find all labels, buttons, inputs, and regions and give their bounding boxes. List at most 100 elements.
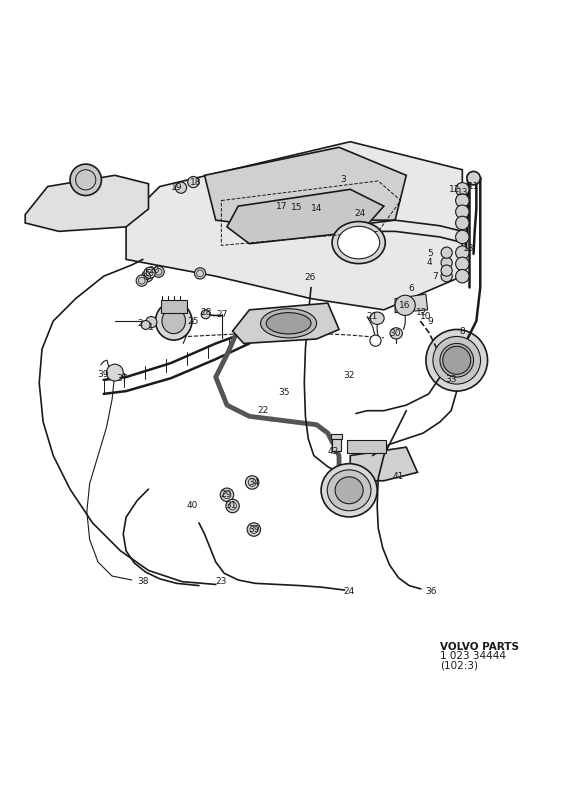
Circle shape bbox=[456, 269, 469, 283]
Circle shape bbox=[246, 475, 259, 489]
Circle shape bbox=[153, 266, 164, 277]
Text: 42: 42 bbox=[328, 447, 339, 455]
Text: 26: 26 bbox=[304, 272, 316, 282]
Text: 10: 10 bbox=[419, 312, 431, 321]
Ellipse shape bbox=[327, 470, 371, 511]
Ellipse shape bbox=[260, 308, 316, 338]
Text: 4: 4 bbox=[427, 258, 432, 267]
Ellipse shape bbox=[426, 329, 487, 391]
Text: 35: 35 bbox=[278, 388, 290, 397]
Circle shape bbox=[456, 257, 469, 271]
Text: 6: 6 bbox=[408, 284, 414, 293]
Bar bbox=[332, 437, 341, 451]
Text: 27: 27 bbox=[217, 310, 228, 319]
Text: 17: 17 bbox=[276, 201, 288, 211]
Ellipse shape bbox=[266, 312, 311, 334]
Circle shape bbox=[142, 271, 153, 282]
Polygon shape bbox=[233, 303, 339, 344]
Circle shape bbox=[141, 320, 150, 329]
Text: 41: 41 bbox=[392, 472, 404, 481]
Text: 30: 30 bbox=[389, 329, 401, 338]
Ellipse shape bbox=[332, 221, 385, 264]
Text: 39: 39 bbox=[97, 370, 108, 379]
Circle shape bbox=[456, 230, 469, 244]
Text: 13: 13 bbox=[464, 244, 475, 252]
Circle shape bbox=[456, 205, 469, 218]
Text: 31: 31 bbox=[226, 502, 237, 511]
Text: 14: 14 bbox=[311, 205, 322, 213]
Polygon shape bbox=[395, 294, 427, 312]
Circle shape bbox=[145, 316, 157, 328]
Circle shape bbox=[370, 335, 381, 346]
Text: 19: 19 bbox=[171, 183, 182, 192]
Text: 21: 21 bbox=[366, 312, 377, 321]
Circle shape bbox=[456, 183, 469, 196]
Polygon shape bbox=[25, 175, 148, 232]
Text: 3: 3 bbox=[341, 175, 346, 185]
Ellipse shape bbox=[321, 463, 377, 517]
Text: 1 023 34444: 1 023 34444 bbox=[440, 651, 506, 662]
Text: 12: 12 bbox=[449, 185, 460, 194]
Polygon shape bbox=[126, 141, 462, 310]
Circle shape bbox=[188, 177, 199, 188]
Ellipse shape bbox=[162, 308, 186, 334]
Text: 18: 18 bbox=[190, 177, 202, 186]
Circle shape bbox=[441, 247, 452, 258]
Circle shape bbox=[106, 364, 123, 381]
Text: 20: 20 bbox=[148, 266, 160, 275]
Text: 29: 29 bbox=[220, 491, 231, 499]
Text: 2: 2 bbox=[138, 320, 143, 328]
Text: 40: 40 bbox=[187, 502, 198, 511]
Text: 25: 25 bbox=[188, 316, 199, 325]
Circle shape bbox=[456, 217, 469, 229]
Text: 33: 33 bbox=[445, 376, 457, 384]
Circle shape bbox=[70, 164, 101, 196]
Text: VOLVO PARTS: VOLVO PARTS bbox=[440, 642, 519, 652]
Text: 38: 38 bbox=[137, 577, 149, 586]
Polygon shape bbox=[350, 447, 418, 481]
Circle shape bbox=[136, 275, 147, 286]
Bar bbox=[161, 300, 187, 312]
Text: 15: 15 bbox=[291, 203, 303, 213]
Ellipse shape bbox=[440, 344, 474, 377]
Text: 5: 5 bbox=[427, 249, 433, 258]
Text: 37: 37 bbox=[116, 374, 127, 383]
Text: 22: 22 bbox=[258, 406, 269, 415]
Text: 5: 5 bbox=[144, 269, 150, 278]
Ellipse shape bbox=[390, 328, 402, 339]
Circle shape bbox=[441, 265, 452, 276]
Circle shape bbox=[456, 194, 469, 207]
Ellipse shape bbox=[335, 477, 363, 503]
Circle shape bbox=[467, 172, 481, 185]
Circle shape bbox=[247, 523, 260, 536]
Text: 12: 12 bbox=[417, 308, 428, 317]
Text: 16: 16 bbox=[400, 301, 411, 310]
Polygon shape bbox=[204, 147, 406, 232]
Bar bbox=[331, 434, 342, 439]
Circle shape bbox=[441, 271, 452, 282]
Text: 34: 34 bbox=[248, 478, 260, 487]
Circle shape bbox=[195, 268, 205, 279]
Text: 8: 8 bbox=[460, 327, 465, 336]
Ellipse shape bbox=[370, 312, 384, 324]
Text: 36: 36 bbox=[426, 586, 438, 596]
Text: 39: 39 bbox=[248, 525, 260, 534]
Ellipse shape bbox=[433, 336, 481, 384]
Text: 9: 9 bbox=[427, 316, 433, 325]
Ellipse shape bbox=[338, 226, 380, 259]
Text: 1: 1 bbox=[148, 324, 154, 332]
Circle shape bbox=[175, 182, 187, 193]
Circle shape bbox=[201, 310, 210, 319]
Text: 7: 7 bbox=[432, 272, 438, 280]
Polygon shape bbox=[227, 189, 384, 244]
Circle shape bbox=[395, 296, 415, 316]
Text: 28: 28 bbox=[200, 308, 211, 317]
Text: 13: 13 bbox=[457, 188, 468, 197]
Text: 24: 24 bbox=[344, 586, 355, 596]
Circle shape bbox=[441, 257, 452, 268]
Ellipse shape bbox=[156, 302, 192, 340]
Circle shape bbox=[443, 346, 471, 374]
Circle shape bbox=[456, 246, 469, 260]
Text: 23: 23 bbox=[216, 577, 227, 586]
Text: 24: 24 bbox=[355, 209, 366, 218]
